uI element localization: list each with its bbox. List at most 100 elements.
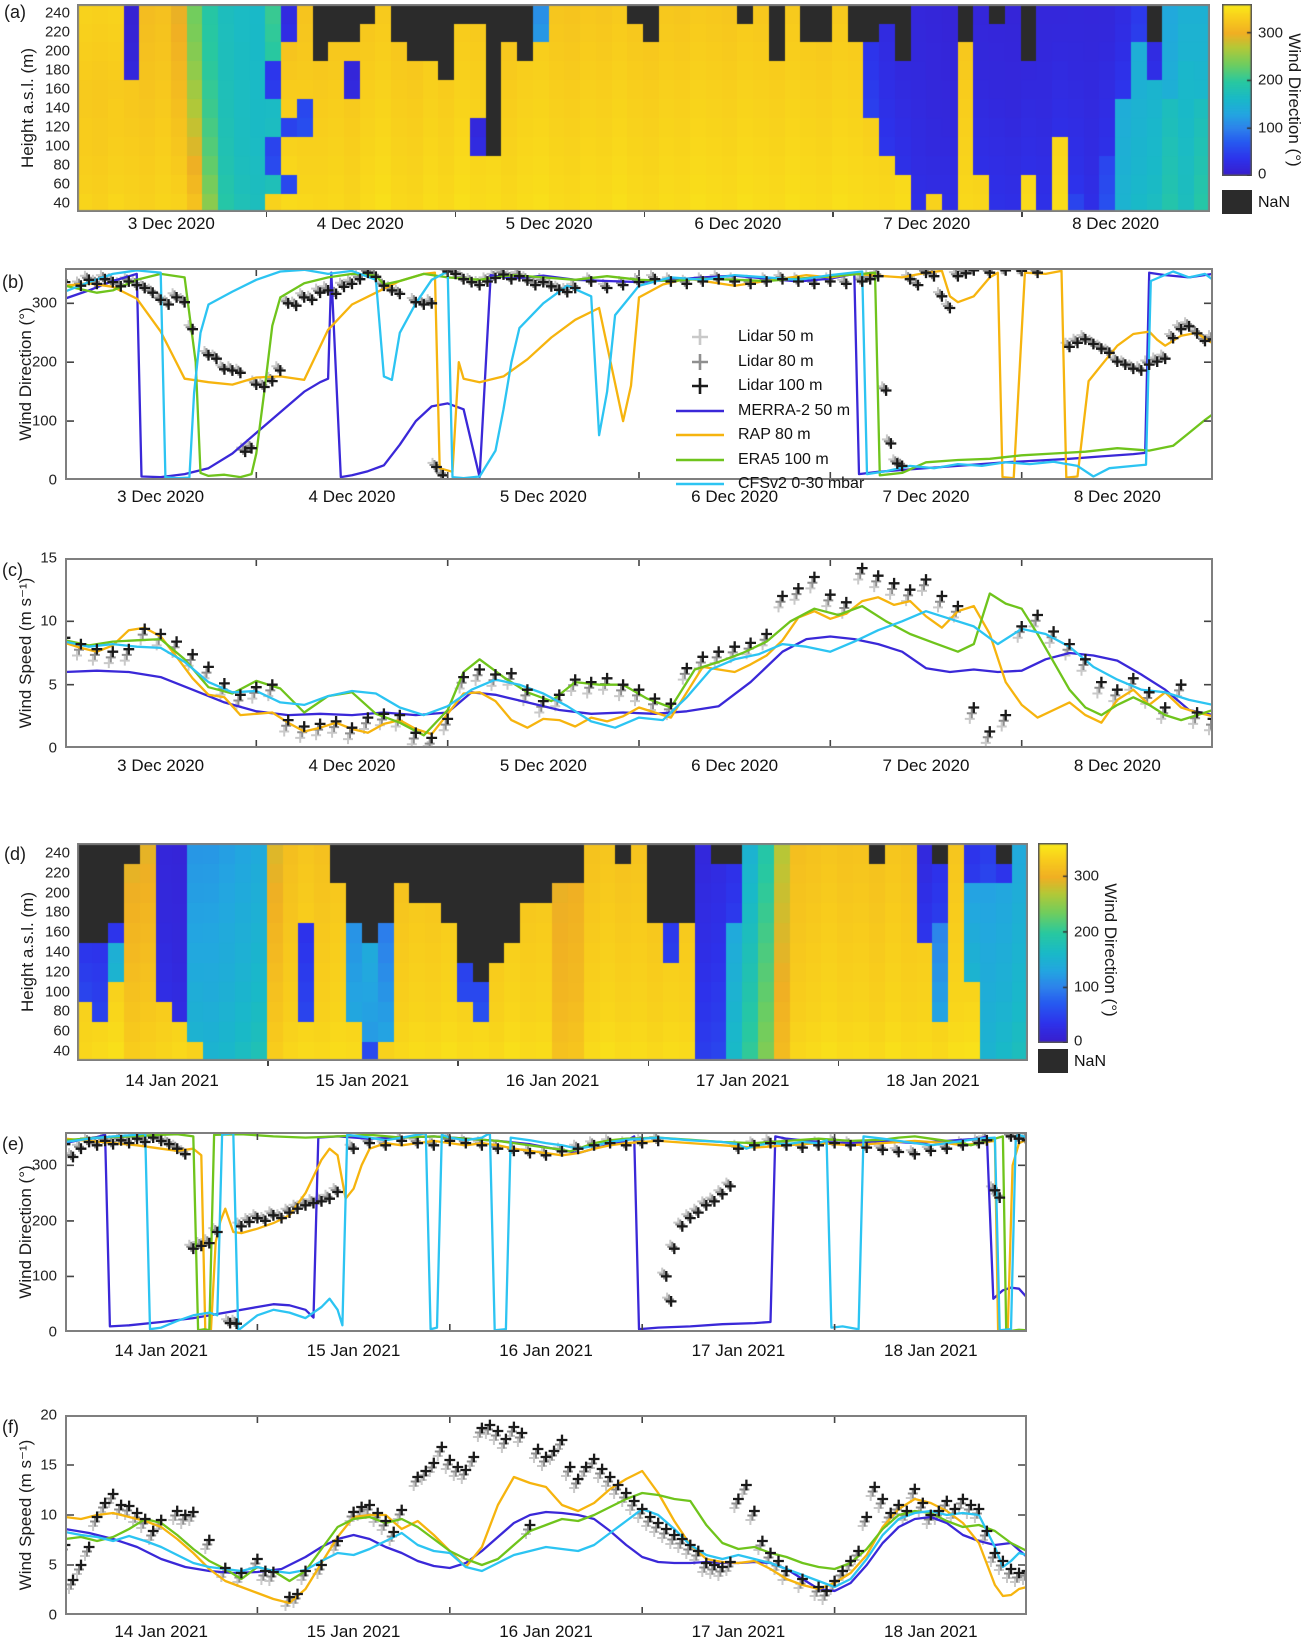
legend-label-lidar-50-m: Lidar 50 m	[738, 328, 814, 345]
x-tick-label-b-5: 8 Dec 2020	[1073, 487, 1161, 506]
legend-swatch-era5-100-m	[676, 458, 724, 461]
heat-ytick-a-240: 240	[44, 4, 70, 22]
series-rap-80-m	[65, 596, 1213, 736]
ytick-label-b-100: 100	[31, 412, 57, 430]
heat-ytick-d-160: 160	[44, 923, 70, 941]
legend-label-lidar-100-m: Lidar 100 m	[738, 377, 823, 394]
x-tick-label-e-1: 15 Jan 2021	[306, 1341, 401, 1360]
ytick-label-e-0: 0	[48, 1323, 57, 1341]
x-tick-label-c-2: 5 Dec 2020	[499, 756, 587, 775]
heat-xtick-a	[643, 212, 645, 217]
x-tick-label-b-0: 3 Dec 2020	[117, 487, 205, 506]
nan-swatch-d	[1038, 1049, 1068, 1073]
legend-swatch-cfsv2-0-30-mbar	[676, 482, 724, 486]
colorbar-tick-d-0: 0	[1074, 1032, 1083, 1050]
panel-c-label: (c)	[2, 560, 23, 580]
nan-swatch-a	[1222, 190, 1252, 214]
heat-ytick-d-100: 100	[44, 983, 70, 1001]
panel-a-ylabel: Height a.s.l. (m)	[18, 48, 37, 168]
heat-ytick-d-80: 80	[53, 1002, 70, 1020]
x-tick-label-a-1: 4 Dec 2020	[316, 214, 404, 233]
heat-ytick-a-100: 100	[44, 137, 70, 155]
colorbar-tick-d-100: 100	[1074, 978, 1100, 996]
heatmap-d	[77, 843, 1028, 1061]
scatter-lidar-100-m	[65, 1419, 1027, 1603]
ytick-label-f-0: 0	[48, 1606, 57, 1624]
x-tick-label-d-2: 16 Jan 2021	[505, 1071, 600, 1090]
plot-f	[65, 1415, 1027, 1615]
heat-ytick-a-40: 40	[53, 194, 70, 212]
colorbar-tick-a-0: 0	[1258, 165, 1267, 183]
legend-label-era5-100-m: ERA5 100 m	[738, 450, 829, 468]
colorbar-d-title: Wind Direction (°)	[1101, 883, 1120, 1017]
legend-swatch-lidar-50-m	[692, 329, 708, 345]
x-tick-label-f-3: 17 Jan 2021	[691, 1622, 786, 1641]
ytick-label-b-200: 200	[31, 353, 57, 371]
heat-ytick-a-120: 120	[44, 118, 70, 136]
legend-swatch-lidar-80-m	[692, 353, 708, 370]
x-tick-label-e-2: 16 Jan 2021	[499, 1341, 593, 1360]
x-tick-label-a-3: 6 Dec 2020	[694, 214, 782, 233]
x-tick-label-c-0: 3 Dec 2020	[117, 756, 205, 775]
colorbar-d	[1038, 843, 1068, 1043]
x-tick-label-a-0: 3 Dec 2020	[127, 214, 215, 233]
x-tick-label-e-0: 14 Jan 2021	[114, 1341, 208, 1360]
panel-d-label: (d)	[4, 844, 26, 864]
heat-ytick-d-180: 180	[44, 903, 70, 921]
series-cfsv2-0-30-mbar	[65, 1507, 1027, 1589]
heat-ytick-a-140: 140	[44, 99, 70, 117]
heat-xtick-a	[832, 212, 834, 217]
colorbar-d-nan-label: NaN	[1074, 1053, 1107, 1070]
ytick-label-b-0: 0	[48, 471, 57, 489]
x-tick-label-b-2: 5 Dec 2020	[499, 487, 587, 506]
series-rap-80-m	[65, 1469, 1027, 1605]
ytick-label-c-15: 15	[40, 549, 57, 567]
x-tick-label-c-1: 4 Dec 2020	[308, 756, 396, 775]
colorbar-tick-a-100: 100	[1258, 119, 1284, 137]
ytick-label-b-300: 300	[31, 294, 57, 312]
colorbar-tick-a-300: 300	[1258, 24, 1284, 42]
heat-ytick-a-160: 160	[44, 80, 70, 98]
ytick-label-f-10: 10	[40, 1506, 57, 1524]
axis-ticks-f	[66, 1415, 1026, 1615]
panel-a-label: (a)	[4, 2, 26, 22]
ytick-label-f-5: 5	[48, 1556, 57, 1574]
heat-xtick-a	[1021, 212, 1023, 217]
ytick-label-f-20: 20	[40, 1406, 57, 1424]
heat-ytick-d-220: 220	[44, 864, 70, 882]
colorbar-a	[1222, 4, 1252, 176]
heat-ytick-d-240: 240	[44, 844, 70, 862]
scatter-lidar-100-m	[65, 1132, 1027, 1330]
colorbar-tick-d-300: 300	[1074, 867, 1100, 885]
x-tick-label-c-5: 8 Dec 2020	[1073, 756, 1161, 775]
x-tick-label-e-4: 18 Jan 2021	[884, 1341, 978, 1360]
heat-ytick-a-180: 180	[44, 61, 70, 79]
plot-frame-c	[65, 558, 1213, 748]
x-tick-label-c-3: 6 Dec 2020	[691, 756, 779, 775]
scatter-lidar-80-m	[65, 568, 1213, 748]
panel-b-label: (b)	[2, 272, 24, 292]
ytick-label-f-15: 15	[40, 1456, 57, 1474]
heat-ytick-d-200: 200	[44, 884, 70, 902]
x-tick-label-b-3: 6 Dec 2020	[691, 487, 779, 506]
heat-ytick-d-60: 60	[53, 1022, 70, 1040]
heat-xtick-d	[267, 1061, 269, 1066]
heat-ytick-d-120: 120	[44, 963, 70, 981]
legend-label-rap-80-m: RAP 80 m	[738, 426, 811, 443]
heat-ytick-a-60: 60	[53, 175, 70, 193]
panel-c-ylabel: Wind Speed (m s⁻¹)	[16, 577, 35, 729]
x-tick-label-f-0: 14 Jan 2021	[114, 1622, 208, 1641]
ytick-label-c-0: 0	[48, 739, 57, 757]
x-tick-label-d-3: 17 Jan 2021	[695, 1071, 790, 1090]
series-cfsv2-0-30-mbar	[65, 268, 1213, 480]
panel-f-ylabel: Wind Speed (m s⁻¹)	[16, 1439, 35, 1591]
x-tick-label-e-3: 17 Jan 2021	[691, 1341, 786, 1360]
legend-label-merra-2-50-m: MERRA-2 50 m	[738, 401, 851, 419]
plot-e	[65, 1132, 1027, 1332]
ytick-label-e-300: 300	[31, 1156, 57, 1174]
colorbar-tick-a-200: 200	[1258, 71, 1284, 89]
legend-swatch-lidar-100-m	[692, 378, 708, 394]
plot-frame-f	[65, 1415, 1027, 1615]
legend-swatch-rap-80-m	[676, 433, 724, 437]
